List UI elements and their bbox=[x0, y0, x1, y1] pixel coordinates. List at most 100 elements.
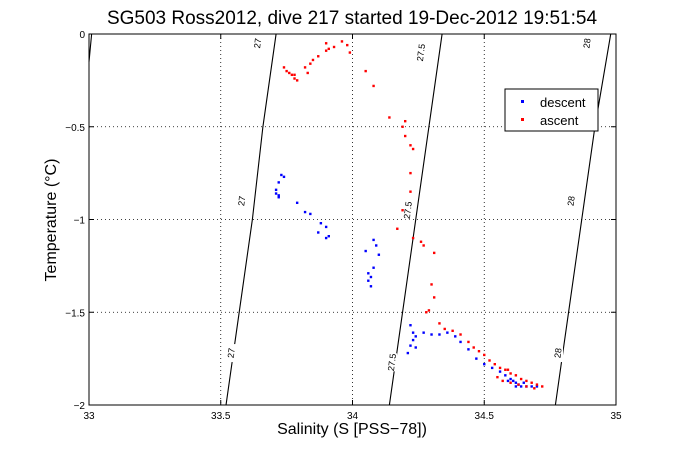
x-tick-label: 33.5 bbox=[211, 411, 231, 422]
density-contours: 27 27 27 27.5 27.5 27.5 28 28 28 bbox=[88, 33, 612, 406]
contour-label: 27.5 bbox=[402, 201, 414, 220]
x-tick-label: 34 bbox=[347, 411, 359, 422]
point-ascent bbox=[425, 311, 428, 314]
point-ascent bbox=[459, 333, 462, 336]
y-axis-ticks: −2 −1.5 −1 −0.5 0 bbox=[65, 30, 616, 412]
point-ascent bbox=[496, 375, 499, 379]
point-ascent bbox=[411, 147, 415, 151]
point-ascent bbox=[519, 377, 523, 381]
point-descent bbox=[364, 249, 367, 253]
contour-label-bg bbox=[226, 344, 237, 363]
contour-label-bg bbox=[582, 34, 593, 53]
y-axis-label: Temperature (°C) bbox=[43, 159, 60, 282]
point-ascent bbox=[327, 47, 330, 51]
point-ascent bbox=[288, 71, 291, 75]
point-ascent bbox=[506, 368, 510, 371]
contour-label-bg bbox=[252, 34, 263, 53]
point-descent bbox=[377, 253, 381, 256]
point-descent bbox=[277, 196, 280, 199]
point-ascent bbox=[401, 125, 404, 128]
point-descent bbox=[369, 275, 373, 279]
point-descent bbox=[459, 340, 462, 344]
point-descent bbox=[274, 192, 278, 195]
point-descent bbox=[324, 236, 328, 240]
point-descent bbox=[430, 333, 433, 336]
y-tick-label: −1 bbox=[74, 216, 86, 227]
point-descent bbox=[414, 346, 417, 349]
point-descent bbox=[438, 333, 441, 336]
point-ascent bbox=[419, 240, 423, 243]
point-descent bbox=[483, 362, 486, 366]
contour-label: 28 bbox=[552, 347, 563, 358]
point-ascent bbox=[303, 66, 307, 69]
point-descent bbox=[504, 374, 507, 377]
legend-box bbox=[504, 88, 599, 132]
point-descent bbox=[409, 324, 412, 327]
point-descent bbox=[367, 279, 370, 282]
point-ascent bbox=[411, 236, 415, 240]
point-descent bbox=[324, 225, 328, 229]
point-descent bbox=[280, 173, 283, 177]
y-tick-label: −2 bbox=[74, 401, 86, 412]
contour-line-27-5 bbox=[388, 33, 443, 406]
point-ascent bbox=[493, 362, 496, 366]
point-descent bbox=[414, 335, 417, 338]
point-ascent bbox=[282, 66, 286, 69]
point-descent bbox=[327, 234, 330, 238]
point-ascent bbox=[309, 62, 312, 65]
point-ascent bbox=[488, 359, 491, 362]
point-ascent bbox=[498, 366, 502, 370]
point-descent bbox=[372, 238, 375, 242]
point-descent bbox=[467, 348, 470, 351]
contour-line-27 bbox=[225, 33, 277, 406]
point-descent bbox=[282, 175, 286, 179]
point-descent bbox=[319, 222, 323, 225]
point-descent bbox=[506, 379, 510, 383]
point-ascent bbox=[409, 144, 412, 147]
point-descent bbox=[309, 212, 312, 216]
point-ascent bbox=[501, 379, 504, 383]
contour-label: 28 bbox=[566, 195, 577, 206]
point-descent bbox=[454, 335, 457, 338]
point-descent bbox=[535, 385, 539, 388]
point-ascent bbox=[293, 77, 296, 80]
point-ascent bbox=[311, 58, 315, 62]
point-ascent bbox=[517, 383, 520, 386]
contour-label: 27 bbox=[236, 195, 247, 206]
point-ascent bbox=[514, 374, 518, 377]
y-tick-label: 0 bbox=[79, 30, 85, 41]
point-ascent bbox=[409, 190, 412, 193]
point-descent bbox=[369, 285, 373, 288]
point-ascent bbox=[509, 372, 512, 375]
point-descent bbox=[411, 331, 415, 334]
contour-label: 27.5 bbox=[386, 353, 398, 372]
point-descent bbox=[522, 381, 525, 384]
point-descent bbox=[274, 188, 278, 192]
point-ascent bbox=[533, 387, 536, 390]
x-tick-label: 33 bbox=[83, 411, 95, 422]
contour-label-bg bbox=[416, 43, 427, 62]
point-descent bbox=[446, 331, 449, 334]
point-descent bbox=[475, 357, 478, 360]
point-descent bbox=[295, 201, 299, 205]
point-ascent bbox=[348, 51, 352, 54]
point-ascent bbox=[451, 329, 454, 332]
point-ascent bbox=[364, 69, 367, 73]
point-ascent bbox=[340, 40, 344, 43]
point-ascent bbox=[432, 251, 436, 255]
point-ascent bbox=[388, 116, 391, 119]
point-ascent bbox=[541, 385, 544, 388]
point-ascent bbox=[295, 79, 299, 82]
point-ascent bbox=[432, 296, 436, 299]
contour-label: 27.5 bbox=[415, 43, 427, 62]
point-ascent bbox=[404, 134, 407, 138]
point-descent bbox=[512, 379, 515, 383]
point-descent bbox=[530, 385, 533, 388]
point-ascent bbox=[530, 381, 533, 384]
x-axis-ticks: 33 33.5 34 34.5 35 bbox=[83, 34, 622, 422]
y-tick-label: −1.5 bbox=[65, 308, 85, 319]
point-descent bbox=[277, 181, 280, 184]
contour-label-bg bbox=[236, 191, 247, 210]
point-ascent bbox=[504, 368, 507, 371]
point-descent bbox=[422, 331, 425, 334]
